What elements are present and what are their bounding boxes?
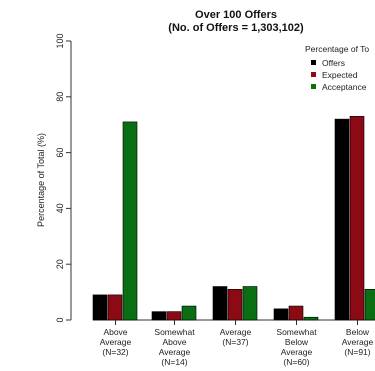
bar-acceptance bbox=[364, 289, 375, 321]
chart-title: Over 100 Offers bbox=[195, 9, 277, 21]
chart-subtitle: (No. of Offers = 1,303,102) bbox=[168, 22, 304, 34]
category-label-line: Average bbox=[281, 347, 313, 357]
y-tick-label: 0 bbox=[55, 317, 65, 322]
category-label-line: Below bbox=[285, 337, 309, 347]
bars bbox=[92, 116, 375, 321]
bar-acceptance bbox=[303, 316, 319, 321]
bar-expected bbox=[349, 116, 365, 321]
y-tick-label: 100 bbox=[55, 33, 65, 48]
bar-expected bbox=[166, 311, 182, 321]
bar-expected bbox=[227, 289, 243, 321]
category-label-line: Somewhat bbox=[276, 327, 317, 337]
category-label-line: Average bbox=[220, 327, 252, 337]
bar-offers bbox=[92, 294, 108, 321]
category-label-line: Somewhat bbox=[154, 327, 195, 337]
legend-label-acceptance: Acceptance bbox=[322, 82, 367, 92]
axes: 0 20 40 60 80 100 bbox=[55, 33, 375, 325]
legend-swatch-expected bbox=[311, 72, 316, 77]
category-labels: AboveAverage(N=32)SomewhatAboveAverage(N… bbox=[100, 327, 374, 367]
y-tick-label: 80 bbox=[55, 92, 65, 102]
y-tick-label: 20 bbox=[55, 259, 65, 269]
y-tick-label: 60 bbox=[55, 148, 65, 158]
category-label-line: (N=14) bbox=[161, 357, 187, 367]
bar-offers bbox=[151, 311, 167, 321]
category-label-line: (N=32) bbox=[102, 347, 128, 357]
category-label-line: Above bbox=[162, 337, 186, 347]
legend: Percentage of To Offers Expected Acceptanc… bbox=[305, 44, 369, 92]
category-label-line: Average bbox=[342, 337, 374, 347]
bar-offers bbox=[334, 118, 350, 321]
legend-swatch-acceptance bbox=[311, 84, 316, 89]
category-label-line: Average bbox=[100, 337, 132, 347]
y-axis-label: Percentage of Total (%) bbox=[36, 133, 46, 227]
category-label-line: (N=91) bbox=[344, 347, 370, 357]
bar-offers bbox=[273, 308, 289, 321]
legend-label-offers: Offers bbox=[322, 58, 345, 68]
bar-offers bbox=[212, 286, 228, 321]
bar-expected bbox=[107, 294, 123, 321]
category-label-line: Below bbox=[346, 327, 370, 337]
legend-title: Percentage of To bbox=[305, 44, 369, 54]
bar-acceptance bbox=[242, 286, 258, 321]
legend-swatch-offers bbox=[311, 60, 316, 65]
legend-label-expected: Expected bbox=[322, 70, 358, 80]
bar-expected bbox=[288, 305, 304, 321]
category-label-line: Above bbox=[103, 327, 127, 337]
bar-acceptance bbox=[181, 305, 197, 321]
bar-acceptance bbox=[122, 121, 138, 321]
category-label-line: (N=37) bbox=[222, 337, 248, 347]
category-label-line: (N=60) bbox=[283, 357, 309, 367]
category-label-line: Average bbox=[159, 347, 191, 357]
y-tick-label: 40 bbox=[55, 203, 65, 213]
